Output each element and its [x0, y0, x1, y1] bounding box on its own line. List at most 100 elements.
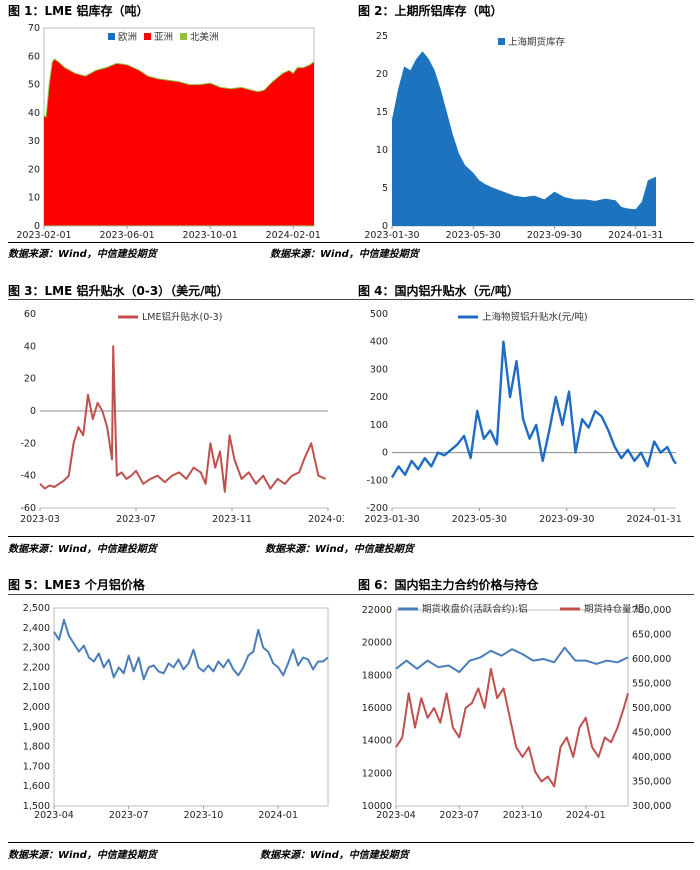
- c6-y2tick-label: 500,000: [632, 703, 671, 714]
- row2-rule: [8, 536, 694, 537]
- c1-ytick-label: 0: [34, 221, 40, 232]
- chart4-source: 数据来源：Wind，中信建投期货: [265, 544, 414, 555]
- c2-ytick-label: 10: [376, 145, 388, 156]
- c4-ytick-label: 500: [370, 309, 388, 320]
- c5-xtick-label: 2023-07: [109, 810, 149, 821]
- c5-ytick-label: 2,200: [23, 662, 50, 673]
- c2-ytick-label: 20: [376, 69, 388, 80]
- c5-ytick-label: 2,300: [23, 643, 50, 654]
- c1-legend-swatch: [108, 33, 115, 40]
- c1-legend-label: 亚洲: [154, 32, 173, 43]
- c5-ytick-label: 1,600: [23, 781, 50, 792]
- c3-series-group: [39, 345, 327, 493]
- c5-ytick-label: 2,000: [23, 702, 50, 713]
- c4-xtick-label: 2023-09-30: [539, 514, 594, 525]
- c1-legend-label: 北美洲: [190, 31, 219, 43]
- c6-ytick-label: 12000: [362, 768, 392, 779]
- c3-ytick-label: 60: [24, 309, 36, 320]
- c6-y2tick-label: 550,000: [632, 679, 671, 690]
- c6-plot-frame: [395, 609, 629, 807]
- chart6-source: 数据来源：Wind，中信建投期货: [260, 850, 409, 861]
- c1-ytick-label: 20: [28, 164, 40, 175]
- c6-xtick-label: 2023-10: [503, 810, 543, 821]
- c6-y2tick-label: 650,000: [632, 630, 671, 641]
- chart1-title: 图 1：LME 铝库存（吨）: [8, 4, 149, 18]
- c2-legend-label: 上海期货库存: [508, 36, 566, 48]
- chart6-svg: 10000 12000 14000 16000 18000 20000 22000 300,0…: [362, 603, 672, 821]
- row1-rule: [8, 242, 694, 243]
- c6-y2tick-label: 400,000: [632, 752, 671, 763]
- c4-ytick-label: -200: [366, 503, 388, 514]
- c6-legend-label: 期货收盘价(活跃合约):铝: [422, 603, 528, 615]
- c4-ytick-label: 300: [370, 364, 388, 375]
- c1-xtick-label: 2024-02-01: [266, 230, 321, 241]
- c1-ytick-label: 40: [28, 108, 40, 119]
- c6-ytick-label: 14000: [362, 736, 392, 747]
- c6-y2tick-label: 600,000: [632, 654, 671, 665]
- c4-ytick-label: 200: [370, 392, 388, 403]
- c4-legend-label: 上海物贸铝升贴水(元/吨): [482, 311, 588, 323]
- c3-ytick-label: -60: [20, 503, 36, 514]
- c6-xtick-label: 2023-04: [376, 810, 416, 821]
- c3-ytick-label: 0: [30, 406, 36, 417]
- c5-ytick-label: 2,500: [23, 603, 50, 614]
- chart4-svg: -200 -100 0 100 200 300 400 500 2023-01-30 2023-0…: [364, 309, 681, 525]
- chart4-title: 图 4：国内铝升贴水（元/吨）: [358, 284, 519, 298]
- c6-ytick-label: 16000: [362, 703, 392, 714]
- c3-ytick-label: -20: [20, 438, 36, 449]
- c1-series-edge-1: [43, 58, 315, 118]
- chart4-panel: -200 -100 0 100 200 300 400 500 2023-01-30 2023-0…: [358, 304, 694, 532]
- c5-xtick-label: 2023-10: [184, 810, 224, 821]
- c5-axes: 1,500 1,600 1,700 1,800 1,900 2,000 2,100 2,200…: [23, 603, 329, 821]
- c1-ytick-label: 50: [28, 80, 40, 91]
- c2-xtick-label: 2024-01-31: [608, 230, 663, 241]
- c2-legend-swatch: [498, 38, 505, 45]
- c2-series-area-0: [392, 51, 656, 227]
- c4-legend: 上海物贸铝升贴水(元/吨): [458, 311, 588, 323]
- c1-ytick-label: 10: [28, 193, 40, 204]
- chart3-title: 图 3：LME 铝升贴水（0-3）（美元/吨）: [8, 284, 229, 298]
- c5-series-line-0: [53, 618, 329, 681]
- c3-xtick-label: 2023-03: [20, 514, 60, 525]
- c3-legend-label: LME铝升贴水(0-3): [142, 311, 222, 323]
- c4-ytick-label: 400: [370, 337, 388, 348]
- c2-ytick-label: 25: [376, 31, 388, 42]
- chart2-source: 数据来源：Wind，中信建投期货: [270, 249, 419, 260]
- c3-ytick-label: -40: [20, 471, 36, 482]
- c2-legend: 上海期货库存: [498, 36, 566, 48]
- c1-ytick-label: 30: [28, 136, 40, 147]
- c6-ytick-label: 22000: [362, 605, 392, 616]
- chart1-panel: 0 10 20 30 40 50 60 70 2023-02-01 2023-06-01 2023-…: [8, 22, 344, 242]
- chart6-panel: 10000 12000 14000 16000 18000 20000 22000 300,0…: [352, 598, 694, 822]
- c6-axes: 10000 12000 14000 16000 18000 20000 22000 300,0…: [362, 605, 672, 821]
- c1-xtick-label: 2023-10-01: [183, 230, 238, 241]
- chart5-title: 图 5：LME3 个月铝价格: [8, 578, 145, 592]
- chart1-source: 数据来源：Wind，中信建投期货: [8, 249, 157, 260]
- c2-xtick-label: 2023-01-30: [364, 230, 419, 241]
- c6-y2tick-label: 350,000: [632, 777, 671, 788]
- chart5-svg: 1,500 1,600 1,700 1,800 1,900 2,000 2,100 2,200…: [23, 603, 329, 821]
- c4-series-group: [390, 340, 677, 479]
- row2-top-rule: [8, 299, 694, 300]
- c4-ytick-label: 0: [382, 448, 388, 459]
- c3-xtick-label: 2023-11: [212, 514, 252, 525]
- c3-xtick-label: 2024-03: [308, 514, 344, 525]
- c5-ytick-label: 1,500: [23, 801, 50, 812]
- c4-series-line-0: [390, 340, 677, 479]
- c2-ytick-label: 0: [382, 221, 388, 232]
- c6-legend-label: 期货持仓量:铝: [584, 603, 644, 615]
- c5-plot-frame: [53, 607, 329, 807]
- chart3-svg: -60 -40 -20 0 20 40 60 2023-03 2023-07 2023-11 202…: [20, 309, 344, 525]
- c4-xtick-label: 2023-01-30: [364, 514, 419, 525]
- c6-xtick-label: 2024-01: [566, 810, 606, 821]
- row3-top-rule: [8, 594, 694, 595]
- c2-xtick-label: 2023-09-30: [527, 230, 582, 241]
- chart2-panel: 0 5 10 15 20 25 2023-01-30 2023-05-30 2023-09-30…: [358, 22, 694, 242]
- c5-xtick-label: 2024-01: [258, 810, 298, 821]
- c1-legend-swatch: [180, 33, 187, 40]
- c5-xtick-label: 2023-04: [34, 810, 74, 821]
- c3-ytick-label: 40: [24, 341, 36, 352]
- c6-legend: 期货收盘价(活跃合约):铝 期货持仓量:铝: [398, 603, 644, 615]
- row3-rule: [8, 842, 694, 843]
- c2-ytick-label: 5: [382, 183, 388, 194]
